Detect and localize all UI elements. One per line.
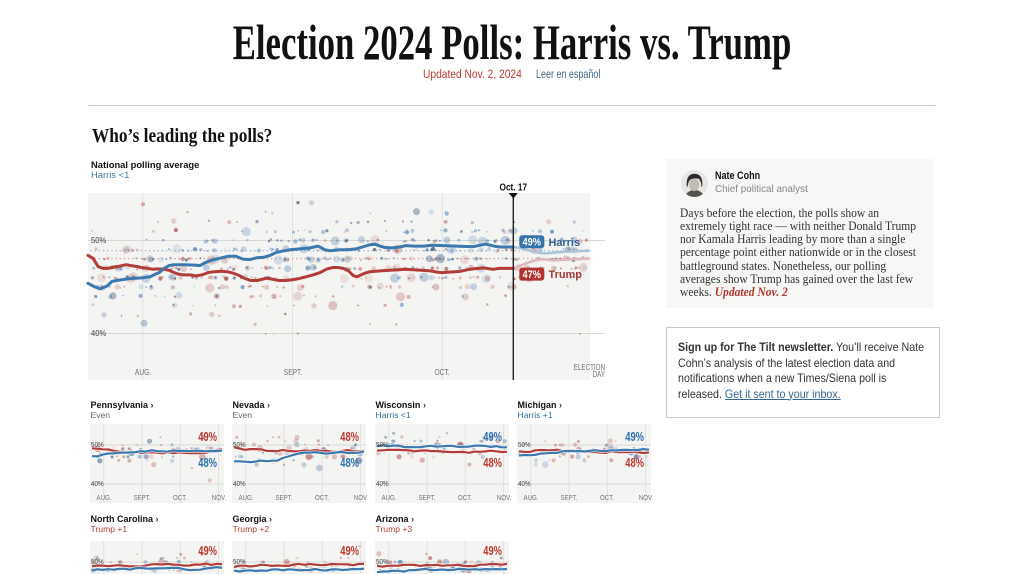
svg-text:Harris: Harris [549,237,581,249]
svg-text:Trump: Trump [549,269,583,281]
svg-text:47%: 47% [523,269,542,281]
svg-text:Oct. 17: Oct. 17 [500,183,528,194]
svg-text:49%: 49% [523,237,542,249]
